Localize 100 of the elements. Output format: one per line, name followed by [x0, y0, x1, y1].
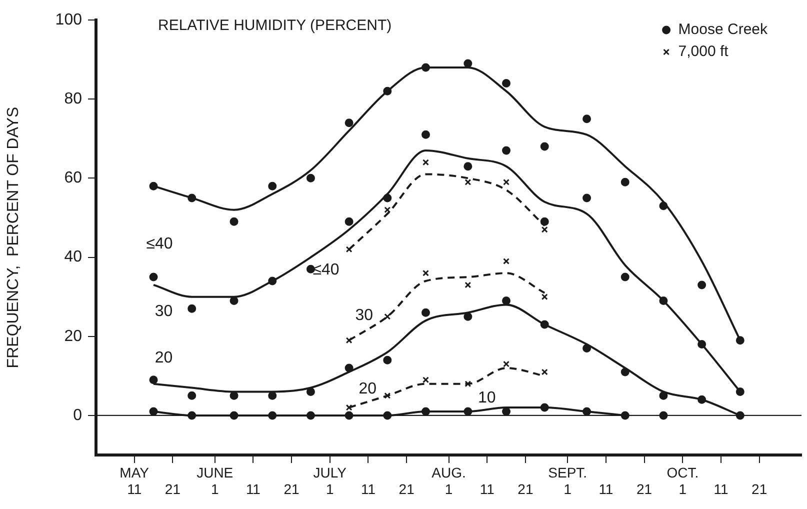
point [541, 368, 548, 376]
x-tick-label: 11 [480, 481, 495, 498]
point [464, 162, 472, 171]
point [383, 356, 392, 364]
point [421, 130, 430, 139]
annotation: 10 [478, 389, 496, 406]
x-tick-label: 21 [164, 481, 181, 498]
x-tick-label: JULY 1 [313, 464, 348, 498]
y-tick-label: 80 [64, 90, 82, 108]
point [541, 294, 548, 300]
point [346, 246, 352, 253]
point [659, 391, 668, 400]
point [188, 194, 196, 202]
annotation: 20 [358, 380, 377, 398]
x-tick-label: AUG. 1 [432, 464, 466, 498]
point [540, 217, 549, 226]
point [698, 395, 706, 404]
point [149, 182, 158, 190]
point [383, 194, 392, 202]
point [698, 340, 706, 349]
point [464, 407, 472, 416]
point [421, 63, 430, 72]
y-tick-label: 0 [73, 406, 82, 424]
chart-title: RELATIVE HUMIDITY (PERCENT) [158, 17, 392, 34]
x-tick-label: SEPT. 1 [548, 464, 588, 498]
point [582, 344, 592, 352]
point [188, 391, 196, 400]
point [464, 178, 472, 186]
point [384, 392, 391, 399]
point [582, 194, 592, 202]
point [541, 226, 548, 233]
point [344, 118, 354, 128]
point [464, 380, 472, 388]
point [502, 79, 511, 88]
point [464, 312, 472, 321]
point [736, 336, 744, 345]
y-tick-label: 100 [55, 11, 82, 28]
line-series [348, 272, 546, 342]
point [268, 276, 277, 286]
x-tick-label: 11 [246, 481, 261, 498]
point [149, 407, 158, 416]
point [659, 296, 668, 306]
x-tick-label: 11 [714, 481, 728, 498]
x-tick-label: 21 [398, 481, 415, 498]
point [422, 159, 429, 166]
point [464, 282, 472, 288]
point [188, 304, 196, 313]
point [620, 272, 630, 282]
point [503, 360, 510, 368]
point [503, 258, 510, 264]
point [230, 217, 238, 226]
annotation: 30 [355, 307, 374, 324]
point [306, 174, 315, 182]
point [383, 86, 392, 96]
annotation: 30 [154, 302, 173, 320]
legend-label: 7,000 ft [678, 43, 730, 60]
point [620, 178, 630, 186]
point [346, 337, 352, 344]
point [503, 178, 510, 186]
point [620, 368, 630, 376]
x-tick-label: 21 [518, 481, 534, 498]
point [698, 280, 706, 290]
point [344, 217, 354, 226]
point [502, 146, 511, 155]
point [422, 376, 429, 384]
x-tick-label: 21 [636, 481, 652, 498]
point [149, 272, 158, 282]
point [540, 320, 549, 329]
x-tick-label: 11 [598, 481, 614, 498]
x-tick-label: 21 [284, 481, 300, 498]
annotation: ≤40 [146, 235, 173, 252]
point [421, 407, 430, 416]
legend-label: Moose Creek [678, 21, 768, 38]
point [540, 403, 549, 412]
point [582, 407, 592, 416]
point [384, 313, 391, 320]
point [268, 182, 277, 190]
point [464, 59, 472, 68]
y-tick-label: 60 [64, 170, 82, 187]
point [149, 376, 158, 384]
point [421, 308, 430, 317]
y-tick-label: 40 [64, 248, 82, 266]
y-axis-title: FREQUENCY, PERCENT OF DAYS [5, 106, 22, 368]
point [384, 206, 391, 214]
point [230, 296, 238, 306]
point [422, 270, 429, 276]
point [582, 114, 592, 124]
point [659, 202, 668, 210]
x-tick-label: JUNE 1 [196, 464, 234, 498]
point [306, 387, 315, 396]
x-tick-label: 21 [752, 481, 768, 498]
point [540, 142, 549, 151]
annotation: ≤40 [312, 262, 340, 279]
point [344, 364, 354, 372]
x-tick-label: MAY 11 [120, 464, 150, 498]
point [736, 387, 744, 396]
x-tick-label: OCT. 1 [666, 464, 699, 498]
annotation: 20 [154, 349, 173, 366]
x-tick-label: 11 [360, 481, 376, 498]
point [346, 404, 352, 411]
